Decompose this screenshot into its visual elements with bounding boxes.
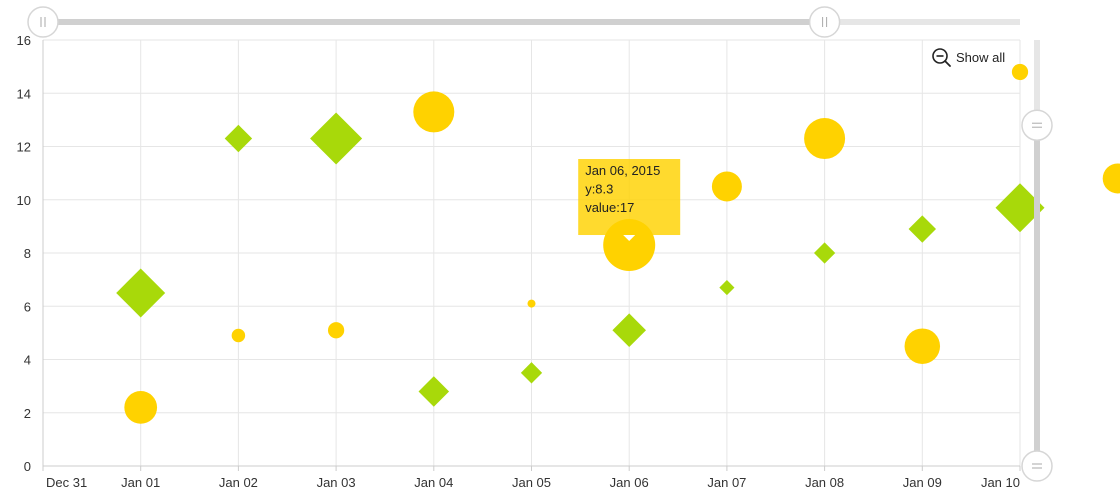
y-tick-label: 12 (17, 140, 31, 155)
y-tick-label: 8 (24, 246, 31, 261)
axes: 0 2 4 6 8 10 12 14 16 Dec 31 Jan 01 Jan 02 Jan 03 Jan… (17, 33, 1021, 490)
y-tick-label: 16 (17, 33, 31, 48)
x-tick-label: Jan 09 (903, 475, 942, 490)
tooltip-box (578, 159, 681, 236)
y-range-end-handle[interactable] (1021, 109, 1053, 141)
diamond-point[interactable] (418, 376, 450, 407)
y-tick-label: 2 (24, 406, 31, 421)
y-tick-label: 0 (24, 459, 31, 474)
x-tick-label: Jan 04 (414, 475, 453, 490)
y-range-start-handle[interactable] (1021, 450, 1053, 482)
y-tick-label: 4 (24, 353, 31, 368)
x-tick-label: Jan 01 (121, 475, 160, 490)
bubble-point[interactable] (327, 322, 345, 339)
diamond-point[interactable] (310, 112, 363, 165)
bubble-point[interactable] (1102, 163, 1120, 194)
diamond-point[interactable] (520, 362, 543, 384)
x-range-end-handle[interactable] (808, 6, 841, 38)
x-range-start-handle[interactable] (27, 6, 59, 38)
y-tick-label: 14 (17, 86, 31, 101)
tooltip: Jan 06, 2015 y:8.3 value:17 (578, 159, 681, 242)
x-range-slider-selection[interactable] (43, 19, 825, 25)
y-range-slider[interactable] (1021, 40, 1053, 482)
diamond-point[interactable] (116, 268, 166, 318)
tooltip-y-value: y:8.3 (585, 182, 613, 197)
tooltip-date: Jan 06, 2015 (585, 163, 660, 178)
diamond-point[interactable] (224, 124, 253, 153)
bubble-point[interactable] (1011, 63, 1029, 81)
diamond-point[interactable] (908, 215, 937, 243)
x-tick-label: Jan 02 (219, 475, 258, 490)
zoom-out-icon (932, 48, 951, 67)
x-tick-label: Dec 31 (46, 475, 87, 490)
y-tick-label: 6 (24, 299, 31, 314)
tooltip-pointer (623, 235, 636, 242)
bubble-point[interactable] (413, 91, 455, 133)
x-tick-label: Jan 03 (317, 475, 356, 490)
diamond-point[interactable] (612, 313, 646, 348)
bubble-point[interactable] (904, 328, 941, 364)
x-tick-label: Jan 06 (610, 475, 649, 490)
x-tick-label: Jan 08 (805, 475, 844, 490)
y-range-slider-selection[interactable] (1034, 125, 1040, 466)
y-tick-label: 10 (17, 193, 31, 208)
bubble-point[interactable] (804, 118, 846, 160)
x-tick-label: Jan 10 (981, 475, 1020, 490)
bubble-point[interactable] (231, 328, 246, 343)
tooltip-size-value: value:17 (585, 200, 634, 215)
show-all-button[interactable]: Show all (928, 44, 1010, 70)
diamond-point[interactable] (995, 183, 1045, 233)
grid (42, 39, 1021, 467)
diamond-point[interactable] (813, 242, 836, 264)
x-tick-label: Jan 07 (707, 475, 746, 490)
x-range-slider[interactable] (27, 6, 1020, 38)
bubble-point[interactable] (124, 391, 158, 424)
plot-area[interactable] (116, 63, 1120, 424)
diamond-point[interactable] (719, 280, 735, 296)
show-all-label: Show all (956, 50, 1005, 65)
bubble-point[interactable] (527, 299, 536, 308)
x-tick-label: Jan 05 (512, 475, 551, 490)
bubble-point[interactable] (711, 171, 742, 202)
